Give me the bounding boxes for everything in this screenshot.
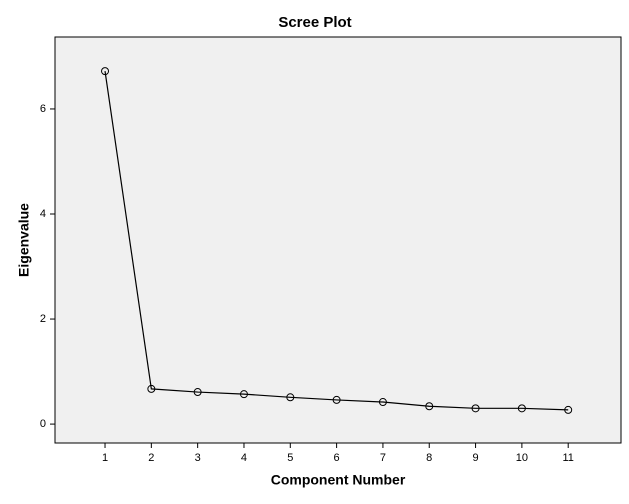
chart-title: Scree Plot — [278, 14, 351, 31]
x-tick-label: 5 — [287, 452, 293, 464]
point — [101, 67, 110, 76]
point — [517, 404, 526, 413]
point — [332, 395, 341, 404]
x-tick-label: 1 — [102, 452, 108, 464]
y-axis-label: Eigenvalue — [16, 203, 32, 277]
x-tick-label: 4 — [241, 452, 247, 464]
y-tick-label: 0 — [40, 418, 46, 430]
plot-area — [54, 36, 622, 444]
point — [193, 388, 202, 397]
point — [564, 405, 573, 414]
point — [286, 393, 295, 402]
x-tick-label: 2 — [148, 452, 154, 464]
x-tick-label: 6 — [334, 452, 340, 464]
x-tick-label: 8 — [426, 452, 432, 464]
y-tick-label: 6 — [40, 103, 46, 115]
x-tick-label: 3 — [195, 452, 201, 464]
point — [147, 384, 156, 393]
y-tick-label: 4 — [40, 208, 46, 220]
point — [239, 390, 248, 399]
y-tick-label: 2 — [40, 313, 46, 325]
point — [471, 404, 480, 413]
series-line — [104, 71, 569, 411]
x-tick-label: 7 — [380, 452, 386, 464]
x-axis-label: Component Number — [271, 472, 406, 488]
x-tick-label: 10 — [516, 452, 528, 464]
point — [425, 402, 434, 411]
x-tick-label: 11 — [562, 452, 573, 464]
x-tick-label: 9 — [473, 452, 479, 464]
point — [378, 398, 387, 407]
